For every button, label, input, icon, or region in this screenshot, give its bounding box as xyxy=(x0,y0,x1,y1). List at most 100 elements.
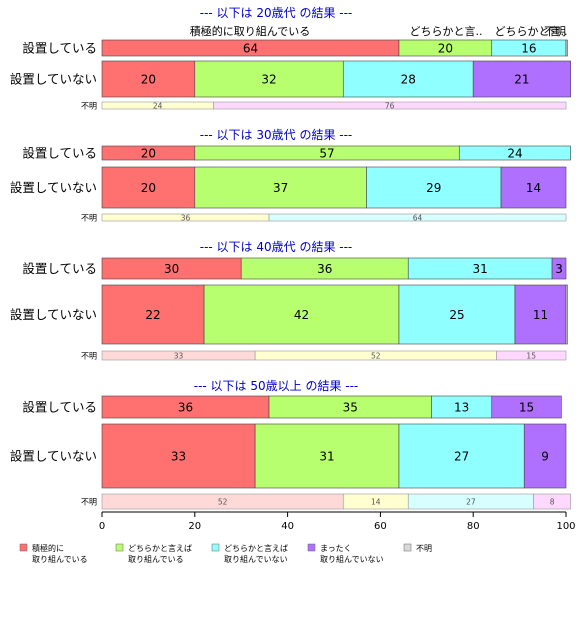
x-tick-label: 20 xyxy=(188,521,201,532)
data-label: 30 xyxy=(164,262,179,276)
data-label: 36 xyxy=(181,213,191,222)
data-label: 52 xyxy=(371,351,381,360)
column-header-1: どちらかと言.. xyxy=(410,25,483,38)
legend-label: 積極的に xyxy=(32,543,64,553)
data-label: 35 xyxy=(343,401,358,415)
row-label: 設置していない xyxy=(10,72,97,87)
data-label: 20 xyxy=(438,42,453,56)
data-label: 27 xyxy=(454,450,469,464)
bar-segment xyxy=(514,284,567,345)
bar-segment xyxy=(203,284,400,345)
row-label: 不明 xyxy=(81,352,97,361)
data-label: 15 xyxy=(526,351,536,360)
data-label: 25 xyxy=(449,308,464,322)
data-label: 52 xyxy=(218,497,228,506)
row-label: 設置していない xyxy=(10,449,97,464)
data-label: 36 xyxy=(317,262,332,276)
legend-label: どちらかと言えば xyxy=(224,543,288,553)
data-label: 76 xyxy=(385,101,395,110)
data-label: 37 xyxy=(273,181,288,195)
legend-swatch xyxy=(403,543,412,552)
x-tick-label: 40 xyxy=(281,521,294,532)
bar-segment xyxy=(268,213,567,222)
data-label: 42 xyxy=(294,308,309,322)
group-title-3: --- 以下は 50歳以上 の結果 --- xyxy=(194,379,359,393)
data-label: 24 xyxy=(153,101,163,110)
data-label: 24 xyxy=(507,147,522,161)
bar-segment xyxy=(101,423,256,489)
data-label: 20 xyxy=(141,73,156,87)
bar-segment xyxy=(101,284,205,345)
row-label: 設置している xyxy=(22,400,97,415)
data-label: 36 xyxy=(178,401,193,415)
data-label: 33 xyxy=(174,351,184,360)
group-title-1: --- 以下は 30歳代 の結果 --- xyxy=(200,128,353,142)
bar-segment xyxy=(398,284,516,345)
row-label: 不明 xyxy=(81,102,97,111)
data-label: 64 xyxy=(413,213,423,222)
data-label: 28 xyxy=(401,73,416,87)
bar-segment xyxy=(565,39,568,57)
data-label: 33 xyxy=(171,450,186,464)
data-label: 9 xyxy=(541,450,549,464)
data-label: 16 xyxy=(521,42,536,56)
data-label: 11 xyxy=(533,308,548,322)
bar-segment xyxy=(496,350,567,361)
column-header-3: 不明 xyxy=(544,25,566,38)
legend-swatch xyxy=(307,543,316,552)
bar-segment xyxy=(491,395,562,419)
bar-segment xyxy=(472,60,571,98)
data-label: 20 xyxy=(141,181,156,195)
data-label: 15 xyxy=(519,401,534,415)
column-header-2: どちらかと言.. xyxy=(495,25,568,38)
row-label: 設置していない xyxy=(10,307,97,322)
legend-label: まったく xyxy=(320,544,352,553)
bar-segment xyxy=(458,145,571,161)
legend-label: 取り組んでいない xyxy=(320,554,384,564)
data-label: 14 xyxy=(526,181,541,195)
row-label: 設置している xyxy=(22,41,97,56)
row-label: 設置していない xyxy=(10,180,97,195)
legend-label: 取り組んでいる xyxy=(32,554,88,564)
legend-label: 取り組んでいる xyxy=(128,554,184,564)
column-header-0: 積極的に取り組んでいる xyxy=(190,24,310,38)
data-label: 64 xyxy=(243,42,258,56)
group-title-0: --- 以下は 20歳代 の結果 --- xyxy=(200,6,353,20)
bar-segment xyxy=(254,423,400,489)
data-label: 32 xyxy=(261,73,276,87)
bar-segment xyxy=(101,166,196,209)
legend-label: どちらかと言えば xyxy=(128,543,192,553)
bar-segment xyxy=(213,101,567,110)
data-label: 13 xyxy=(454,401,469,415)
bar-segment xyxy=(194,166,367,209)
data-label: 20 xyxy=(141,147,156,161)
row-label: 設置している xyxy=(22,146,97,161)
bar-segment xyxy=(194,60,344,98)
bar-segment xyxy=(533,493,571,510)
bar-segment xyxy=(551,257,567,280)
data-label: 27 xyxy=(466,497,476,506)
data-label: 22 xyxy=(145,308,160,322)
legend-label: 不明 xyxy=(416,544,432,553)
x-tick-label: 80 xyxy=(467,521,480,532)
data-label: 57 xyxy=(319,147,334,161)
data-label: 14 xyxy=(371,497,381,506)
x-tick-label: 0 xyxy=(99,521,105,532)
bar-segment xyxy=(523,423,567,489)
legend-swatch xyxy=(115,543,124,552)
bar-segment xyxy=(366,166,502,209)
x-tick-label: 60 xyxy=(374,521,387,532)
x-tick-label: 100 xyxy=(556,521,575,532)
bar-segment xyxy=(565,284,568,345)
group-title-2: --- 以下は 40歳代 の結果 --- xyxy=(200,240,353,254)
data-label: 31 xyxy=(473,262,488,276)
row-label: 不明 xyxy=(81,498,97,507)
legend-swatch xyxy=(19,543,28,552)
row-label: 不明 xyxy=(81,214,97,223)
data-label: 8 xyxy=(550,497,555,506)
bar-segment xyxy=(101,60,196,98)
data-label: 29 xyxy=(426,181,441,195)
legend-swatch xyxy=(211,543,220,552)
data-label: 21 xyxy=(514,73,529,87)
